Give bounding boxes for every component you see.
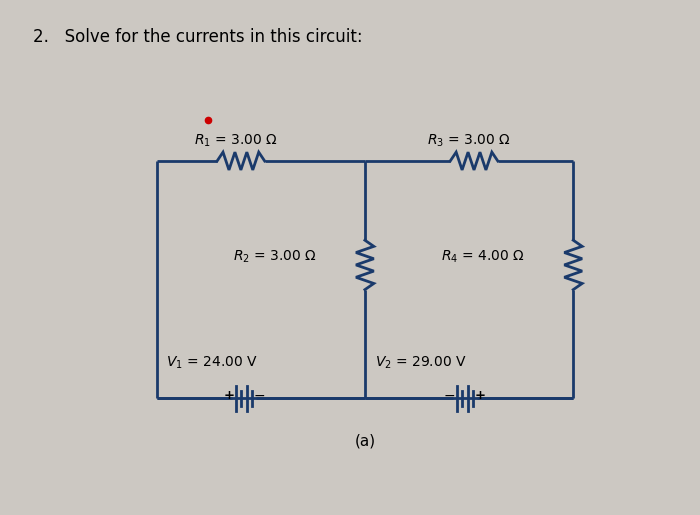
Text: +: +: [475, 389, 486, 402]
Text: (a): (a): [354, 433, 375, 448]
Text: $R_1$ = 3.00 Ω: $R_1$ = 3.00 Ω: [194, 133, 278, 149]
Text: $R_4$ = 4.00 Ω: $R_4$ = 4.00 Ω: [442, 249, 526, 265]
Text: $R_2$ = 3.00 Ω: $R_2$ = 3.00 Ω: [233, 249, 317, 265]
Text: −: −: [444, 388, 456, 403]
Text: 2.   Solve for the currents in this circuit:: 2. Solve for the currents in this circui…: [32, 27, 362, 45]
Text: $V_2$ = 29.00 V: $V_2$ = 29.00 V: [374, 354, 467, 371]
Text: +: +: [223, 389, 235, 402]
Text: $V_1$ = 24.00 V: $V_1$ = 24.00 V: [167, 354, 258, 371]
Text: −: −: [253, 388, 265, 403]
Text: $R_3$ = 3.00 Ω: $R_3$ = 3.00 Ω: [427, 133, 511, 149]
